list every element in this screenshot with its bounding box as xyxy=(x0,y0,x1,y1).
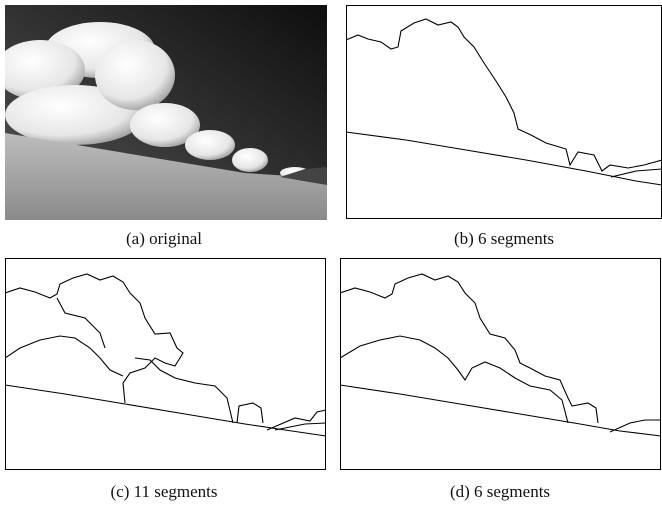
segment-boundary xyxy=(5,335,124,377)
snow-slope xyxy=(5,133,327,220)
frame xyxy=(5,258,326,470)
segment-boundary xyxy=(346,131,662,186)
caption: (c) 11 segments xyxy=(110,482,218,501)
segment-boundary xyxy=(610,168,662,178)
segment-boundary xyxy=(5,384,327,437)
segment-boundary xyxy=(5,273,184,404)
segment-boundary xyxy=(236,402,264,424)
clouds xyxy=(5,22,310,179)
segmentation-b xyxy=(346,5,662,219)
hill xyxy=(280,167,327,185)
segment-boundary xyxy=(340,273,599,424)
caption: (b) 6 segments xyxy=(453,229,555,248)
segment-boundary xyxy=(56,297,106,349)
original-photo xyxy=(5,5,327,220)
segment-boundary xyxy=(340,384,662,437)
caption: (d) 6 segments xyxy=(449,482,551,501)
frame xyxy=(340,258,661,470)
segment-boundary xyxy=(340,335,569,424)
segmentation-c xyxy=(5,258,327,470)
segment-boundary xyxy=(609,419,661,433)
segmentation-d xyxy=(340,258,662,470)
segment-boundary xyxy=(134,357,234,424)
caption: (a) original xyxy=(126,229,202,248)
segment-boundary xyxy=(346,18,662,172)
frame xyxy=(346,5,662,219)
segment-boundary xyxy=(266,409,327,431)
